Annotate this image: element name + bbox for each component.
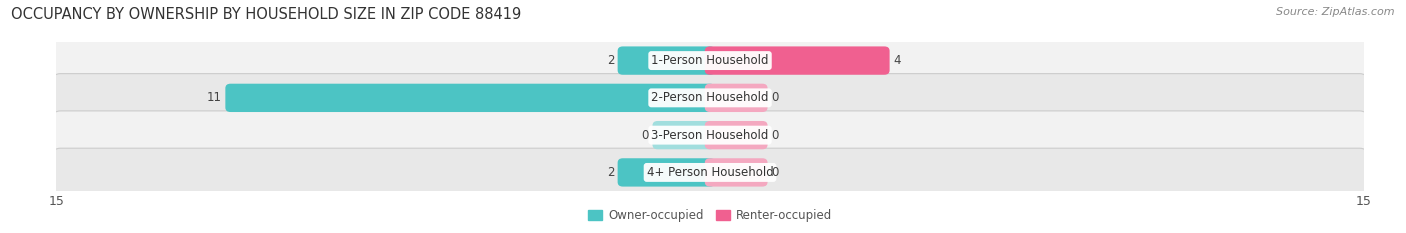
Text: 4: 4 (893, 54, 901, 67)
Text: 2-Person Household: 2-Person Household (651, 91, 769, 104)
Text: 2: 2 (606, 54, 614, 67)
Text: 1-Person Household: 1-Person Household (651, 54, 769, 67)
Text: 0: 0 (641, 129, 650, 142)
Text: 3-Person Household: 3-Person Household (651, 129, 769, 142)
FancyBboxPatch shape (704, 158, 768, 187)
FancyBboxPatch shape (704, 46, 890, 75)
FancyBboxPatch shape (617, 158, 716, 187)
Text: 0: 0 (770, 166, 779, 179)
FancyBboxPatch shape (53, 36, 1367, 85)
FancyBboxPatch shape (225, 84, 716, 112)
FancyBboxPatch shape (704, 84, 768, 112)
Legend: Owner-occupied, Renter-occupied: Owner-occupied, Renter-occupied (583, 205, 837, 227)
Text: 4+ Person Household: 4+ Person Household (647, 166, 773, 179)
Text: 11: 11 (207, 91, 222, 104)
FancyBboxPatch shape (704, 121, 768, 149)
FancyBboxPatch shape (53, 111, 1367, 159)
Text: Source: ZipAtlas.com: Source: ZipAtlas.com (1277, 7, 1395, 17)
FancyBboxPatch shape (617, 46, 716, 75)
Text: 2: 2 (606, 166, 614, 179)
FancyBboxPatch shape (53, 148, 1367, 197)
Text: 0: 0 (770, 91, 779, 104)
Text: OCCUPANCY BY OWNERSHIP BY HOUSEHOLD SIZE IN ZIP CODE 88419: OCCUPANCY BY OWNERSHIP BY HOUSEHOLD SIZE… (11, 7, 522, 22)
FancyBboxPatch shape (53, 74, 1367, 122)
FancyBboxPatch shape (652, 121, 716, 149)
Text: 0: 0 (770, 129, 779, 142)
